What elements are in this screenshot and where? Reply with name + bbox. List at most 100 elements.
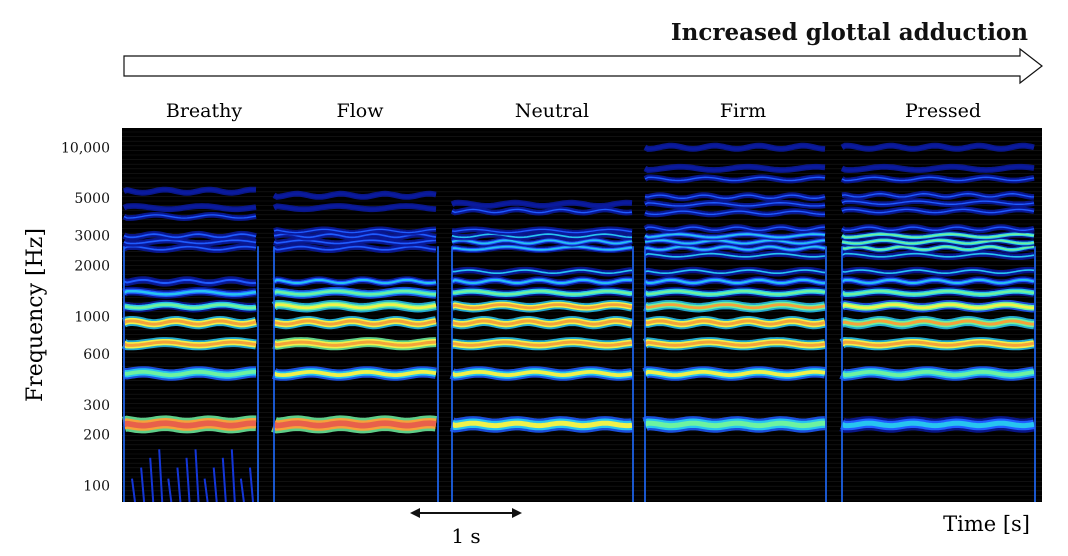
harmonic-band-core bbox=[273, 369, 437, 378]
harmonic-band-core bbox=[841, 166, 1035, 171]
harmonic-band-core bbox=[123, 278, 257, 285]
y-tick-label: 600 bbox=[83, 347, 110, 363]
noise-streak bbox=[239, 478, 245, 502]
harmonic-band-core bbox=[644, 166, 826, 171]
y-tick-label: 5000 bbox=[74, 191, 110, 207]
harmonic-band-core bbox=[123, 205, 257, 210]
harmonic-band-core bbox=[841, 193, 1035, 198]
noise-streak bbox=[140, 467, 146, 502]
adduction-arrow-shape bbox=[123, 47, 1043, 85]
harmonic-band-core bbox=[644, 289, 826, 296]
harmonic-band-core bbox=[123, 239, 257, 245]
harmonic-band-core bbox=[273, 193, 437, 198]
harmonic-band-core bbox=[123, 188, 257, 194]
harmonic-band-core bbox=[452, 289, 633, 296]
harmonic-band-core bbox=[451, 208, 633, 214]
time-scale-left-arrowhead bbox=[410, 508, 420, 518]
harmonic-band-core bbox=[273, 228, 437, 234]
harmonic-band-core bbox=[451, 245, 633, 251]
harmonic-band-core bbox=[841, 176, 1035, 182]
harmonic-band-core bbox=[841, 278, 1035, 285]
harmonic-band-core bbox=[273, 303, 437, 310]
noise-streak bbox=[212, 467, 218, 502]
harmonic-band-core bbox=[123, 245, 257, 251]
harmonic-band-core bbox=[841, 303, 1035, 310]
harmonic-band-core bbox=[451, 233, 633, 239]
harmonic-band-core bbox=[841, 245, 1035, 251]
harmonic-band-core bbox=[644, 233, 826, 239]
y-tick-label: 10,000 bbox=[61, 140, 110, 156]
y-axis-ticks: 10,000 5000 3000 2000 1000 600 300 200 100 bbox=[61, 140, 110, 494]
plot-background bbox=[122, 128, 1042, 502]
harmonic-band-core bbox=[273, 245, 437, 251]
time-scale-right-arrowhead bbox=[512, 508, 522, 518]
harmonic-band-core bbox=[451, 239, 633, 245]
harmonic-band-core bbox=[273, 340, 437, 347]
segment-label-firm: Firm bbox=[720, 100, 766, 122]
harmonic-band-core bbox=[644, 202, 826, 207]
harmonic-band-core bbox=[451, 202, 633, 207]
harmonic-band-core bbox=[123, 319, 257, 326]
noise-streak bbox=[249, 467, 254, 502]
harmonic-band-core bbox=[841, 420, 1035, 429]
harmonic-band-core bbox=[841, 239, 1035, 245]
harmonic-band-core bbox=[273, 319, 437, 326]
harmonic-band-core bbox=[841, 233, 1035, 239]
harmonic-band-core bbox=[841, 252, 1035, 258]
y-tick-label: 3000 bbox=[74, 229, 110, 245]
noise-streak bbox=[176, 467, 182, 502]
segment-flow bbox=[271, 190, 439, 502]
harmonic-band-core bbox=[273, 239, 437, 245]
y-tick-label: 100 bbox=[83, 479, 110, 495]
harmonic-band-core bbox=[644, 194, 826, 199]
segment-firm bbox=[642, 142, 827, 502]
time-scale-label: 1 s bbox=[451, 524, 480, 548]
time-scale-bar: 1 s bbox=[410, 508, 522, 548]
harmonic-band-core bbox=[123, 214, 257, 219]
segment-pressed bbox=[839, 142, 1036, 502]
y-tick-label: 2000 bbox=[74, 259, 110, 275]
harmonic-band-core bbox=[451, 278, 633, 285]
harmonic-band-core bbox=[123, 233, 257, 239]
harmonic-band-core bbox=[123, 340, 257, 347]
noise-streak bbox=[230, 449, 236, 502]
noise-streak bbox=[203, 478, 209, 502]
harmonic-band-core bbox=[644, 226, 826, 231]
harmonic-band-core bbox=[452, 269, 633, 274]
adduction-arrow-label: Increased glottal adduction bbox=[671, 19, 1028, 46]
segment-neutral bbox=[449, 199, 634, 502]
harmonic-band-core bbox=[841, 208, 1035, 214]
spectrogram-plot bbox=[122, 131, 1042, 502]
harmonic-band-core bbox=[123, 303, 257, 310]
harmonic-band-core bbox=[451, 420, 633, 429]
noise-streak bbox=[131, 478, 136, 502]
harmonic-band-core bbox=[273, 205, 437, 210]
y-tick-label: 200 bbox=[83, 428, 110, 444]
noise-streak bbox=[149, 457, 155, 502]
y-tick-label: 300 bbox=[83, 398, 110, 414]
y-axis-label: Frequency [Hz] bbox=[23, 228, 48, 402]
harmonic-band-core bbox=[451, 228, 633, 234]
harmonic-band-core bbox=[841, 226, 1035, 231]
harmonic-band-core bbox=[644, 210, 826, 216]
harmonic-band-core bbox=[451, 303, 633, 310]
harmonic-band-core bbox=[644, 239, 826, 245]
segment-label-breathy: Breathy bbox=[166, 100, 242, 122]
segment-labels: Breathy Flow Neutral Firm Pressed bbox=[166, 100, 981, 122]
segment-breathy bbox=[122, 186, 259, 502]
noise-streak bbox=[221, 457, 227, 502]
noise-streak bbox=[158, 449, 164, 502]
harmonic-band-core bbox=[841, 319, 1035, 326]
harmonic-band-core bbox=[841, 200, 1035, 205]
harmonic-band-core bbox=[451, 369, 633, 378]
x-axis-label: Time [s] bbox=[943, 512, 1030, 536]
segment-label-neutral: Neutral bbox=[515, 100, 589, 122]
noise-streak bbox=[185, 457, 191, 502]
harmonic-band-core bbox=[841, 369, 1035, 378]
harmonic-band-core bbox=[451, 319, 633, 326]
adduction-arrow: Increased glottal adduction bbox=[123, 19, 1043, 85]
harmonic-band-core bbox=[644, 319, 826, 326]
harmonic-band-core bbox=[644, 269, 826, 274]
harmonic-band-core bbox=[123, 289, 257, 296]
harmonic-band-core bbox=[272, 420, 437, 429]
